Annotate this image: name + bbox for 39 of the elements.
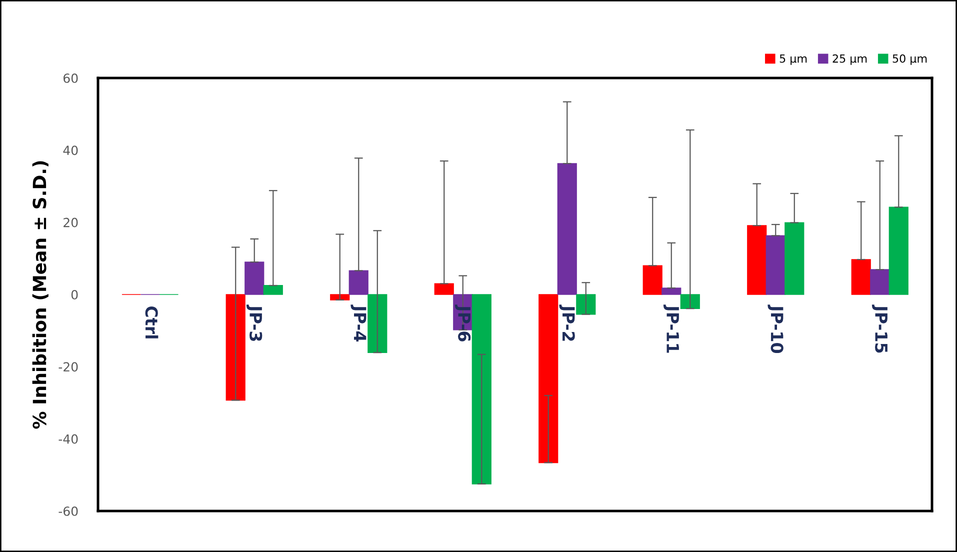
bar <box>244 262 264 295</box>
x-tick-label: JP-3 <box>246 304 262 341</box>
x-tick-label: JP-10 <box>768 304 784 354</box>
bar <box>888 206 908 295</box>
bar <box>870 269 890 295</box>
x-tick-label: JP-6 <box>454 304 471 342</box>
bar <box>434 283 454 295</box>
y-tick-label: 0 <box>71 290 78 300</box>
legend-label: 50 µm <box>892 54 927 65</box>
bar <box>680 294 700 309</box>
y-tick-label: -40 <box>58 434 78 444</box>
bar <box>766 235 786 295</box>
legend-label: 5 µm <box>780 54 807 65</box>
bar <box>747 225 767 295</box>
bar <box>368 294 388 354</box>
x-tick-label: JP-2 <box>559 304 575 341</box>
bar <box>472 294 492 484</box>
bar <box>263 285 283 295</box>
y-tick-label: 20 <box>64 218 78 228</box>
x-tick-label: Ctrl <box>145 306 158 338</box>
bar <box>642 265 662 295</box>
y-tick-label: -60 <box>58 506 78 516</box>
bar <box>538 294 558 464</box>
y-tick-label: 60 <box>64 73 78 83</box>
y-tick-label: -20 <box>58 362 78 372</box>
x-tick-label: JP-15 <box>872 304 888 353</box>
x-tick-label: JP-4 <box>350 304 366 342</box>
bar <box>226 294 246 401</box>
y-tick-label: 40 <box>63 146 78 156</box>
bar <box>576 294 596 315</box>
bar <box>662 288 682 295</box>
bar <box>557 163 577 295</box>
y-axis-title: % Inhibition (Mean ± S.D.) <box>32 161 48 429</box>
bar <box>784 222 804 295</box>
x-tick-label: JP-11 <box>663 304 679 353</box>
legend-label: 25 µm <box>832 54 867 65</box>
bar <box>851 259 871 295</box>
bar <box>330 294 350 300</box>
bar <box>348 270 368 295</box>
